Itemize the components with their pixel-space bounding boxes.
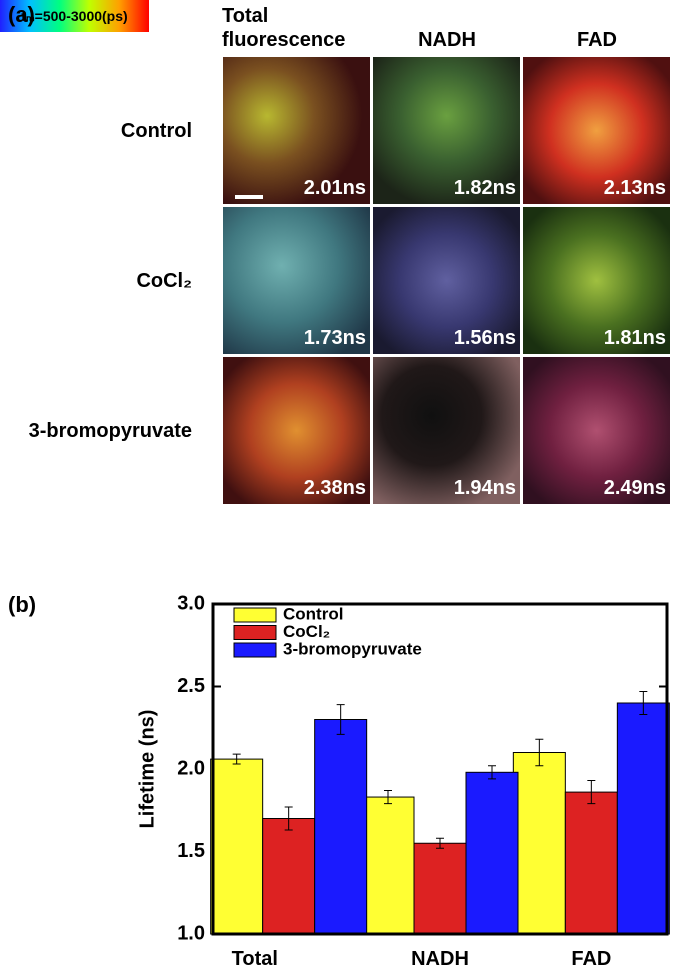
- y-tick-label: 3.0: [177, 592, 205, 614]
- row-label: Control: [120, 120, 192, 142]
- legend-swatch: [233, 625, 277, 640]
- error-bar: [436, 837, 444, 849]
- lifetime-label: 2.01ns: [303, 177, 366, 199]
- bar: [314, 719, 368, 935]
- bar: [512, 752, 566, 935]
- lifetime-label: 2.38ns: [303, 477, 366, 499]
- panel-label: (a): [8, 2, 35, 27]
- fluorescence-image: 2.38ns: [222, 356, 371, 505]
- column-header: Total fluorescence: [222, 5, 346, 51]
- fluorescence-image: 2.49ns: [522, 356, 671, 505]
- legend-label: CoCl₂: [283, 622, 330, 641]
- bar: [210, 758, 264, 935]
- y-tick-label: 2.5: [177, 675, 205, 697]
- bar: [616, 702, 670, 935]
- y-tick-label: 1.0: [177, 922, 205, 944]
- x-tick-label: Total fluorescence: [231, 948, 278, 970]
- colorbar-label: tₘ=500-3000(ps): [21, 7, 128, 24]
- fluorescence-image: 1.94ns: [372, 356, 521, 505]
- bar: [465, 771, 519, 935]
- legend-label: 3-bromopyruvate: [283, 639, 422, 658]
- y-tick-label: 1.5: [177, 840, 205, 862]
- fluorescence-image: 1.81ns: [522, 206, 671, 355]
- error-bar: [587, 780, 596, 805]
- column-header: NADH: [418, 29, 476, 51]
- legend-label: Control: [283, 604, 343, 623]
- row-label: 3-bromopyruvate: [28, 420, 192, 442]
- y-axis-label: Lifetime (ns): [136, 710, 158, 829]
- panel-label: (b): [8, 592, 36, 617]
- y-tick-label: 2.0: [177, 757, 205, 779]
- lifetime-label: 1.94ns: [453, 477, 516, 499]
- error-bar: [284, 806, 293, 831]
- scale-bar: [235, 195, 263, 199]
- error-bar: [384, 789, 392, 805]
- lifetime-label: 1.56ns: [453, 327, 516, 349]
- row-label: CoCl₂: [136, 270, 192, 292]
- bar: [413, 842, 467, 935]
- fluorescence-image: 2.01ns: [222, 56, 371, 205]
- error-bar: [232, 753, 241, 765]
- lifetime-label: 1.82ns: [453, 177, 516, 199]
- colorbar: tₘ=500-3000(ps): [0, 0, 149, 32]
- lifetime-label: 1.81ns: [603, 327, 666, 349]
- error-bar: [639, 690, 648, 716]
- fluorescence-image: 2.13ns: [522, 56, 671, 205]
- bar: [564, 791, 618, 935]
- fluorescence-image: 1.82ns: [372, 56, 521, 205]
- bar: [361, 796, 415, 935]
- error-bar: [488, 765, 496, 780]
- lifetime-label: 2.13ns: [603, 177, 666, 199]
- bar: [262, 818, 316, 935]
- legend-swatch: [233, 607, 277, 623]
- plot-frame: [211, 602, 669, 936]
- x-tick-label: NADH: [411, 948, 469, 970]
- x-tick-label: FAD: [571, 948, 612, 970]
- error-bar: [336, 704, 345, 735]
- fluorescence-image: 1.56ns: [372, 206, 521, 355]
- legend-swatch: [233, 642, 277, 658]
- column-header: FAD: [577, 29, 617, 51]
- lifetime-label: 1.73ns: [303, 327, 366, 349]
- error-bar: [535, 738, 544, 767]
- fluorescence-image: 1.73ns: [222, 206, 371, 355]
- lifetime-label: 2.49ns: [603, 477, 666, 499]
